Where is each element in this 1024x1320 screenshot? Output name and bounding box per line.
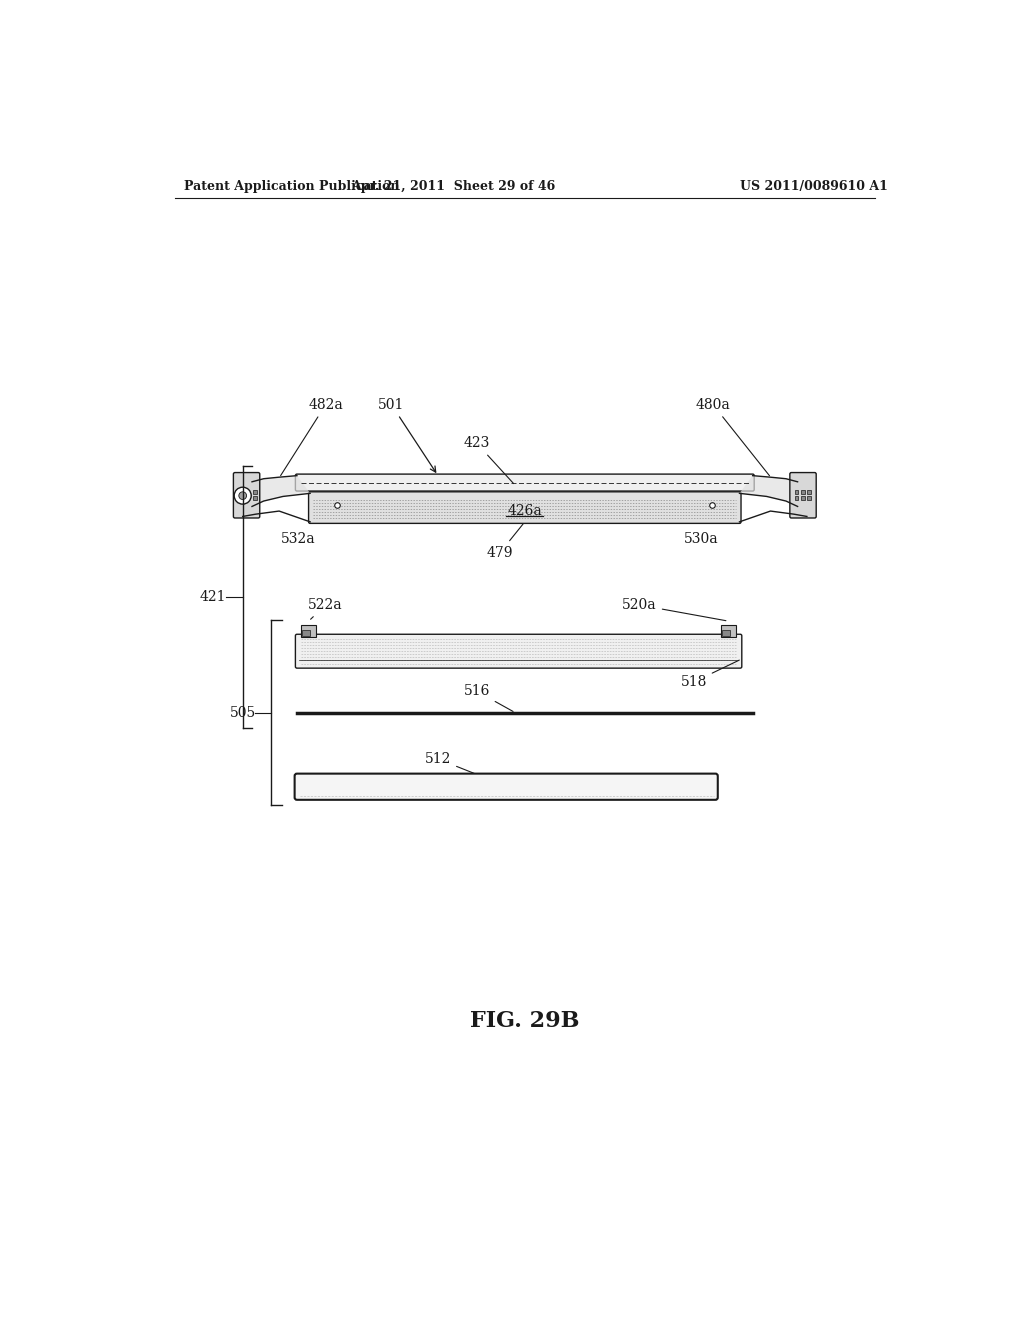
Text: 423: 423 bbox=[464, 437, 514, 483]
Text: Apr. 21, 2011  Sheet 29 of 46: Apr. 21, 2011 Sheet 29 of 46 bbox=[351, 181, 556, 194]
Text: 421: 421 bbox=[200, 590, 226, 605]
FancyBboxPatch shape bbox=[790, 473, 816, 517]
FancyBboxPatch shape bbox=[295, 474, 755, 491]
Circle shape bbox=[239, 492, 247, 499]
Text: Patent Application Publication: Patent Application Publication bbox=[183, 181, 399, 194]
Bar bbox=[721, 626, 736, 638]
Text: 518: 518 bbox=[681, 660, 739, 689]
Text: 522a: 522a bbox=[308, 598, 343, 619]
Bar bbox=[253, 496, 257, 500]
Text: 480a: 480a bbox=[695, 397, 769, 475]
Text: US 2011/0089610 A1: US 2011/0089610 A1 bbox=[740, 181, 888, 194]
Bar bbox=[795, 496, 799, 500]
Text: 520a: 520a bbox=[623, 598, 726, 620]
FancyBboxPatch shape bbox=[308, 492, 741, 524]
Polygon shape bbox=[252, 475, 310, 507]
Text: 426a: 426a bbox=[508, 504, 542, 517]
FancyBboxPatch shape bbox=[295, 774, 718, 800]
Text: 512: 512 bbox=[425, 752, 474, 774]
Text: 516: 516 bbox=[464, 684, 513, 711]
Circle shape bbox=[234, 487, 251, 504]
FancyBboxPatch shape bbox=[295, 635, 741, 668]
Polygon shape bbox=[739, 475, 798, 507]
Bar bbox=[301, 626, 316, 638]
Bar bbox=[807, 490, 811, 494]
Text: 530a: 530a bbox=[684, 532, 719, 545]
Text: FIG. 29B: FIG. 29B bbox=[470, 1010, 580, 1032]
Bar bbox=[801, 490, 805, 494]
Bar bbox=[795, 490, 799, 494]
Text: 501: 501 bbox=[378, 397, 435, 473]
Text: 482a: 482a bbox=[281, 397, 343, 475]
Text: 532a: 532a bbox=[282, 532, 315, 545]
Bar bbox=[253, 490, 257, 494]
FancyBboxPatch shape bbox=[233, 473, 260, 517]
Bar bbox=[302, 630, 310, 636]
Bar bbox=[807, 496, 811, 500]
Bar bbox=[722, 630, 730, 636]
Bar bbox=[801, 496, 805, 500]
Text: 479: 479 bbox=[486, 524, 523, 560]
Text: 505: 505 bbox=[229, 706, 256, 719]
